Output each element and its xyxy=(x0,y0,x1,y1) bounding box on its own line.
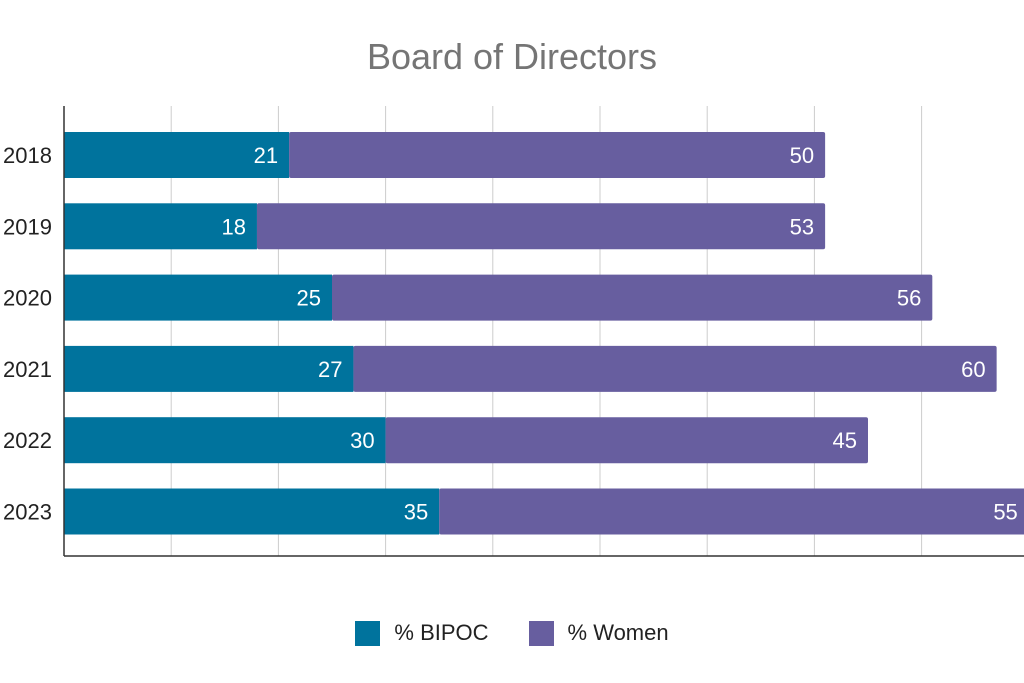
data-label-women-2023: 55 xyxy=(993,500,1017,525)
bar-women-2020 xyxy=(332,274,933,321)
bar-bipoc-2021 xyxy=(64,345,354,392)
data-label-women-2022: 45 xyxy=(833,428,857,453)
legend-label-women: % Women xyxy=(567,620,669,645)
data-label-women-2020: 56 xyxy=(897,286,921,311)
bar-bipoc-2022 xyxy=(64,417,386,464)
chart-title: Board of Directors xyxy=(366,36,658,77)
y-tick-label: 2022 xyxy=(3,428,52,453)
bar-bipoc-2019 xyxy=(64,203,257,250)
data-label-bipoc-2020: 25 xyxy=(297,286,321,311)
y-tick-label: 2020 xyxy=(3,286,52,311)
y-tick-label: 2019 xyxy=(3,214,52,239)
legend-label-bipoc: % BIPOC xyxy=(394,620,489,645)
data-label-bipoc-2019: 18 xyxy=(221,214,245,239)
bar-women-2021 xyxy=(353,345,997,392)
data-label-women-2018: 50 xyxy=(790,143,814,168)
data-label-bipoc-2022: 30 xyxy=(350,428,374,453)
bar-bipoc-2023 xyxy=(64,488,440,535)
y-tick-label: 2023 xyxy=(3,500,52,525)
y-tick-label: 2018 xyxy=(3,143,52,168)
legend-item-women: % Women xyxy=(528,620,669,646)
data-label-bipoc-2023: 35 xyxy=(404,500,428,525)
data-label-women-2019: 53 xyxy=(790,214,814,239)
bar-bipoc-2020 xyxy=(64,274,332,321)
y-tick-label: 2021 xyxy=(3,357,52,382)
data-label-bipoc-2021: 27 xyxy=(318,357,342,382)
legend-item-bipoc: % BIPOC xyxy=(355,620,489,646)
bar-women-2018 xyxy=(289,132,826,178)
legend: % BIPOC % Women xyxy=(0,620,1024,646)
legend-swatch-bipoc xyxy=(355,620,381,646)
bar-women-2019 xyxy=(256,203,826,250)
bar-bipoc-2018 xyxy=(64,132,290,178)
legend-swatch-women xyxy=(528,620,554,646)
bar-women-2023 xyxy=(439,488,1024,535)
bar-women-2022 xyxy=(385,417,868,464)
data-label-women-2021: 60 xyxy=(961,357,985,382)
data-label-bipoc-2018: 21 xyxy=(254,143,278,168)
